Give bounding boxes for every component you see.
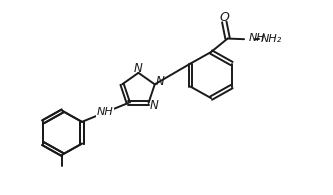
Text: O: O [219,11,229,24]
Text: N: N [150,99,158,112]
Text: N: N [156,75,165,88]
Text: NH: NH [97,107,114,117]
Text: NH: NH [248,33,265,43]
Text: NH₂: NH₂ [261,34,282,43]
Text: N: N [134,62,143,75]
